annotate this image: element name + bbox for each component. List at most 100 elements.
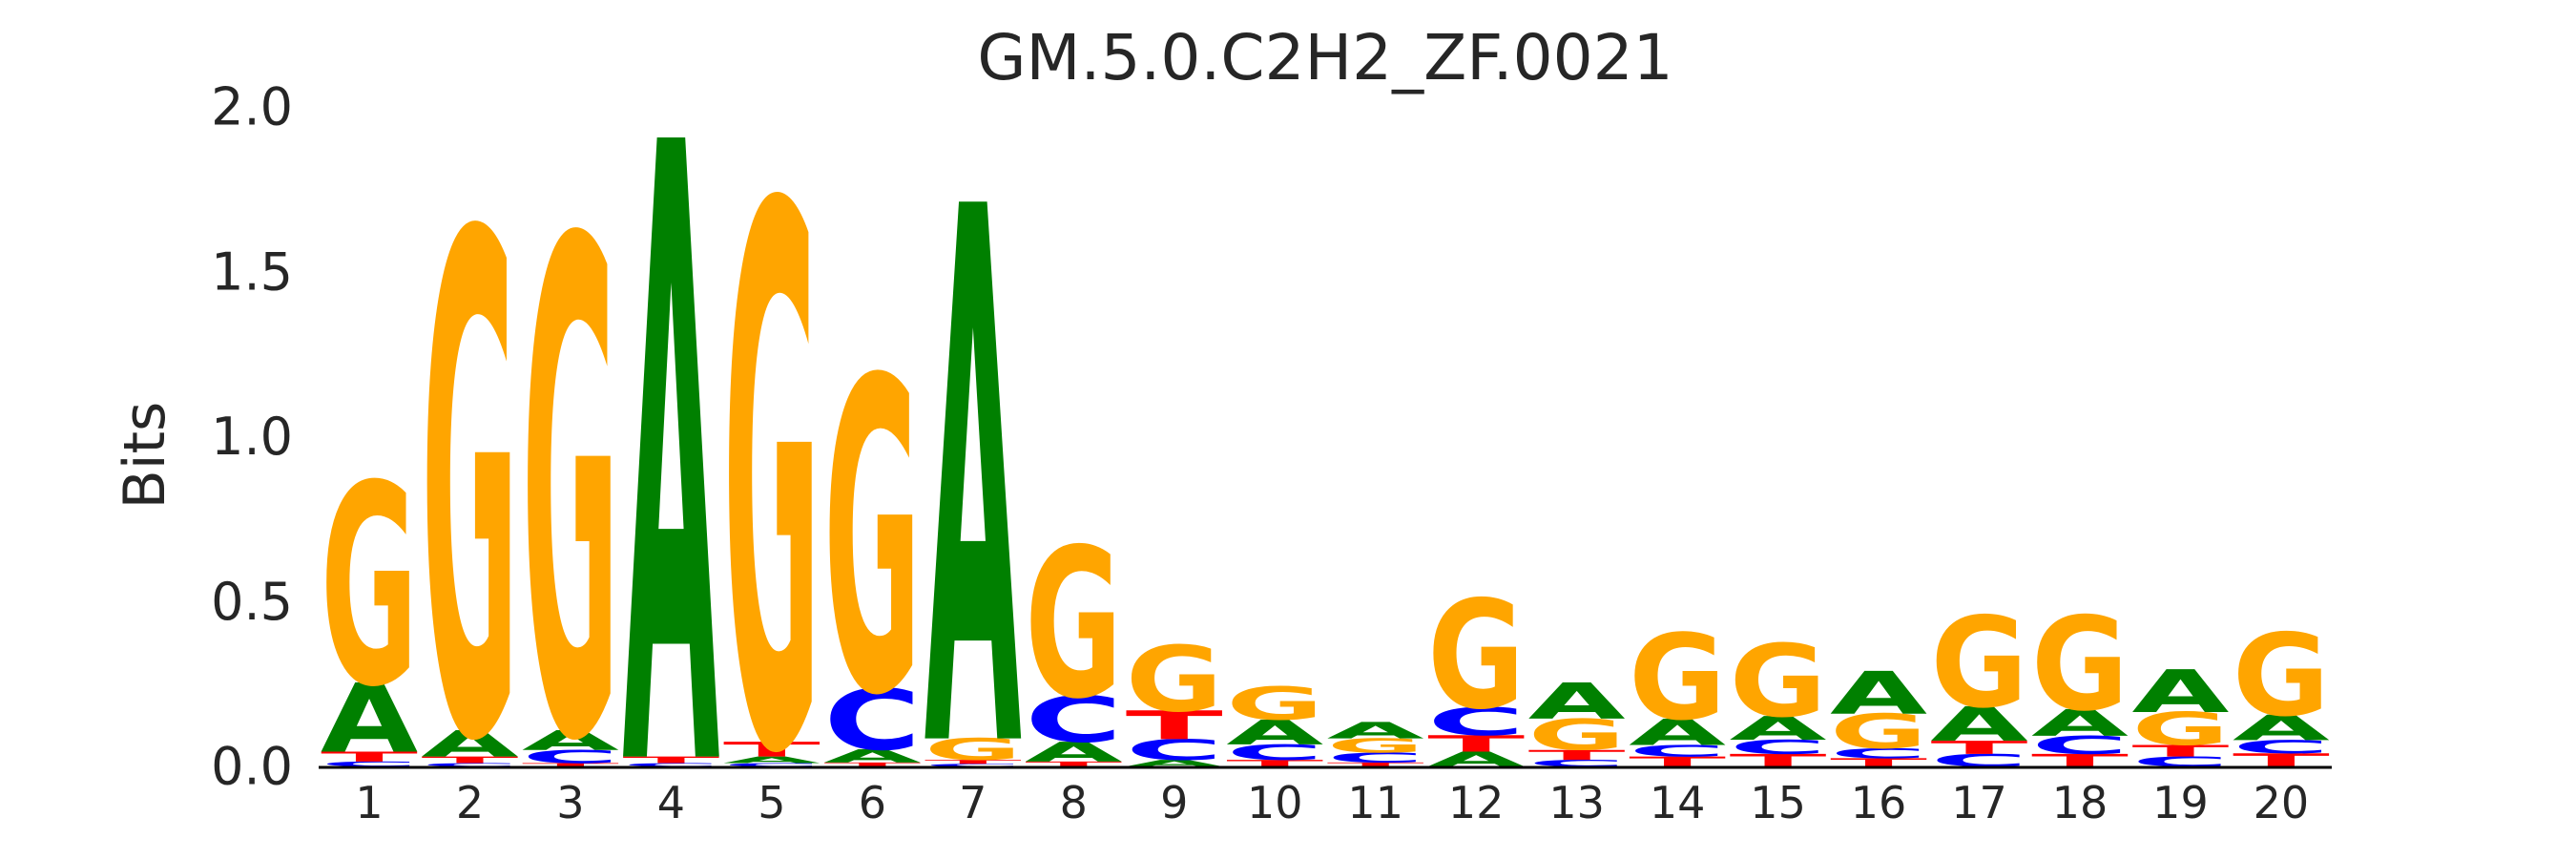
logo-letter-C: C	[1528, 758, 1626, 768]
logo-letter-C: C	[1126, 734, 1223, 766]
logo-letter-C: C	[522, 746, 619, 767]
logo-letter-C: C	[1931, 750, 2028, 770]
logo-letter-G: G	[1830, 704, 1927, 760]
logo-stack-pos-4: CTA	[622, 0, 720, 859]
logo-letter-C: C	[1025, 683, 1122, 757]
logo-letter-C: C	[2031, 731, 2129, 760]
logo-letter-A: A	[321, 663, 418, 775]
logo-letter-A: A	[1629, 711, 1727, 753]
x-tick-label: 16	[1851, 777, 1907, 828]
logo-letter-T: T	[1126, 703, 1223, 749]
logo-letter-G: G	[924, 733, 1022, 767]
logo-letter-A: A	[1226, 713, 1323, 753]
logo-letter-T: T	[1629, 754, 1727, 770]
logo-letter-G: G	[1931, 592, 2028, 737]
logo-letter-A: A	[2233, 707, 2330, 748]
logo-letter-A: A	[2131, 658, 2229, 726]
logo-letter-A: A	[1528, 673, 1627, 731]
y-tick-label: 2.0	[211, 77, 293, 137]
logo-letter-C: C	[2233, 737, 2330, 758]
logo-letter-G: G	[823, 290, 921, 789]
logo-letter-G: G	[1427, 569, 1525, 743]
logo-letter-T: T	[2131, 742, 2229, 760]
logo-letter-A: A	[723, 755, 821, 765]
logo-letter-C: C	[1830, 745, 1927, 762]
logo-letter-T: T	[924, 759, 1022, 765]
logo-letter-G: G	[2031, 591, 2129, 741]
logo-letter-A: A	[823, 745, 922, 766]
logo-letter-C: C	[924, 763, 1022, 766]
x-tick-label: 15	[1750, 777, 1806, 828]
x-tick-label: 12	[1448, 777, 1505, 828]
logo-letter-G: G	[522, 100, 619, 859]
figure-title: GM.5.0.C2H2_ZF.0021	[977, 21, 1672, 94]
logo-letter-G: G	[1528, 711, 1626, 761]
logo-letter-T: T	[1730, 750, 1827, 770]
x-tick-label: 19	[2152, 777, 2209, 828]
logo-letter-A: A	[1730, 710, 1827, 748]
logo-letter-C: C	[2131, 754, 2229, 770]
logo-letter-A: A	[2031, 702, 2129, 744]
logo-letter-G: G	[723, 53, 821, 859]
y-tick-label: 0.0	[211, 737, 293, 797]
logo-letter-C: C	[622, 763, 719, 768]
logo-letter-G: G	[2233, 610, 2330, 742]
logo-letter-T: T	[421, 755, 519, 765]
logo-letter-T: T	[723, 738, 821, 762]
logo-letter-C: C	[1730, 736, 1827, 759]
x-tick-label: 14	[1650, 777, 1706, 828]
logo-letter-C: C	[723, 763, 821, 768]
logo-letter-T: T	[622, 755, 720, 765]
logo-letter-T: T	[1931, 737, 2028, 758]
logo-letter-T: T	[522, 763, 619, 768]
logo-letter-C: C	[1427, 700, 1525, 744]
logo-letter-A: A	[1025, 737, 1122, 768]
x-tick-label: 13	[1548, 777, 1605, 828]
logo-letter-T: T	[2031, 750, 2129, 770]
logo-letter-G: G	[1226, 678, 1323, 730]
logo-letter-T: T	[1830, 756, 1928, 769]
x-tick-label: 6	[859, 777, 886, 828]
logo-letter-A: A	[1327, 718, 1424, 744]
logo-letter-T: T	[1528, 747, 1627, 764]
y-axis-label: Bits	[112, 402, 178, 510]
x-tick-label: 3	[556, 777, 584, 828]
logo-letter-T: T	[1427, 731, 1526, 757]
logo-letter-C: C	[1226, 741, 1323, 765]
logo-letter-G: G	[1629, 611, 1726, 747]
logo-letter-G: G	[1730, 624, 1827, 740]
logo-letter-T: T	[1327, 762, 1424, 768]
x-tick-label: 7	[959, 777, 987, 828]
logo-letter-C: C	[421, 763, 518, 768]
logo-letter-G: G	[1126, 627, 1223, 732]
x-tick-label: 10	[1247, 777, 1303, 828]
logo-letter-T: T	[1226, 758, 1324, 768]
logo-letter-C: C	[823, 673, 921, 770]
logo-letter-C: C	[1327, 750, 1424, 766]
x-tick-label: 9	[1160, 777, 1188, 828]
x-tick-label: 2	[456, 777, 484, 828]
logo-letter-T: T	[2233, 749, 2330, 770]
x-tick-label: 5	[758, 777, 785, 828]
logo-letter-A: A	[1126, 758, 1223, 768]
logo-letter-A: A	[1830, 660, 1927, 728]
logo-letter-A: A	[421, 723, 519, 765]
logo-letter-A: A	[622, 0, 720, 859]
logo-letter-G: G	[1025, 505, 1122, 744]
